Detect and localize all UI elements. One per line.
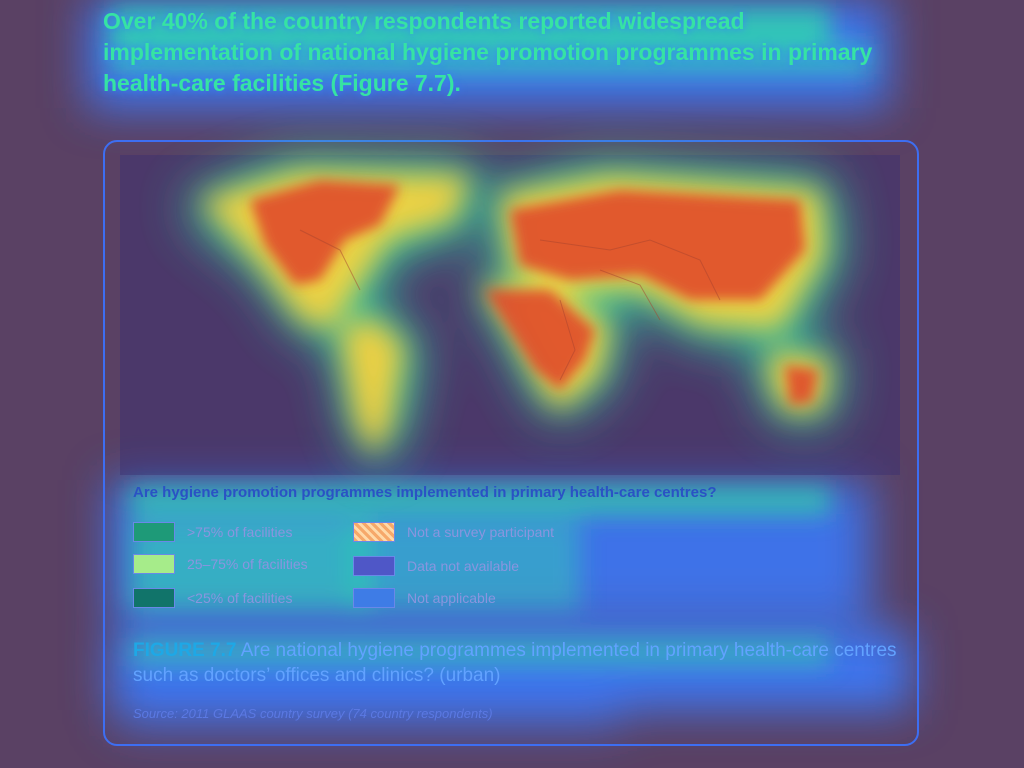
legend-label-under-25: <25% of facilities [187, 590, 293, 606]
legend-label-not-applicable: Not applicable [407, 590, 496, 606]
legend-swatch-data-not-available [353, 556, 395, 576]
legend-swatch-25-75 [133, 554, 175, 574]
legend-label-data-not-available: Data not available [407, 558, 520, 574]
headline-text: Over 40% of the country respondents repo… [103, 8, 873, 96]
legend-swatch-under-25 [133, 588, 175, 608]
source-note: Source: 2011 GLAAS country survey (74 co… [133, 706, 493, 721]
legend-item-not-participant: Not a survey participant [353, 522, 554, 542]
legend-label-not-participant: Not a survey participant [407, 524, 555, 540]
legend-item-not-applicable: Not applicable [353, 588, 496, 608]
legend-title: Are hygiene promotion programmes impleme… [133, 484, 717, 501]
legend-swatch-not-applicable [353, 588, 395, 608]
legend-item-under-25: <25% of facilities [133, 588, 292, 608]
figure-caption-text: Are national hygiene programmes implemen… [133, 640, 897, 686]
figure-label: FIGURE 7.7 [133, 640, 237, 661]
legend-label-25-75: 25–75% of facilities [187, 556, 308, 572]
figure-caption: FIGURE 7.7 Are national hygiene programm… [133, 638, 903, 688]
legend-swatch-over-75 [133, 522, 175, 542]
figure-panel [103, 140, 919, 746]
country-boundaries [299, 229, 721, 381]
legend-item-25-75: 25–75% of facilities [133, 554, 308, 574]
legend-item-data-not-available: Data not available [353, 556, 519, 576]
legend-swatch-not-participant [353, 522, 395, 542]
legend-label-over-75: >75% of facilities [187, 524, 293, 540]
legend-item-over-75: >75% of facilities [133, 522, 292, 542]
